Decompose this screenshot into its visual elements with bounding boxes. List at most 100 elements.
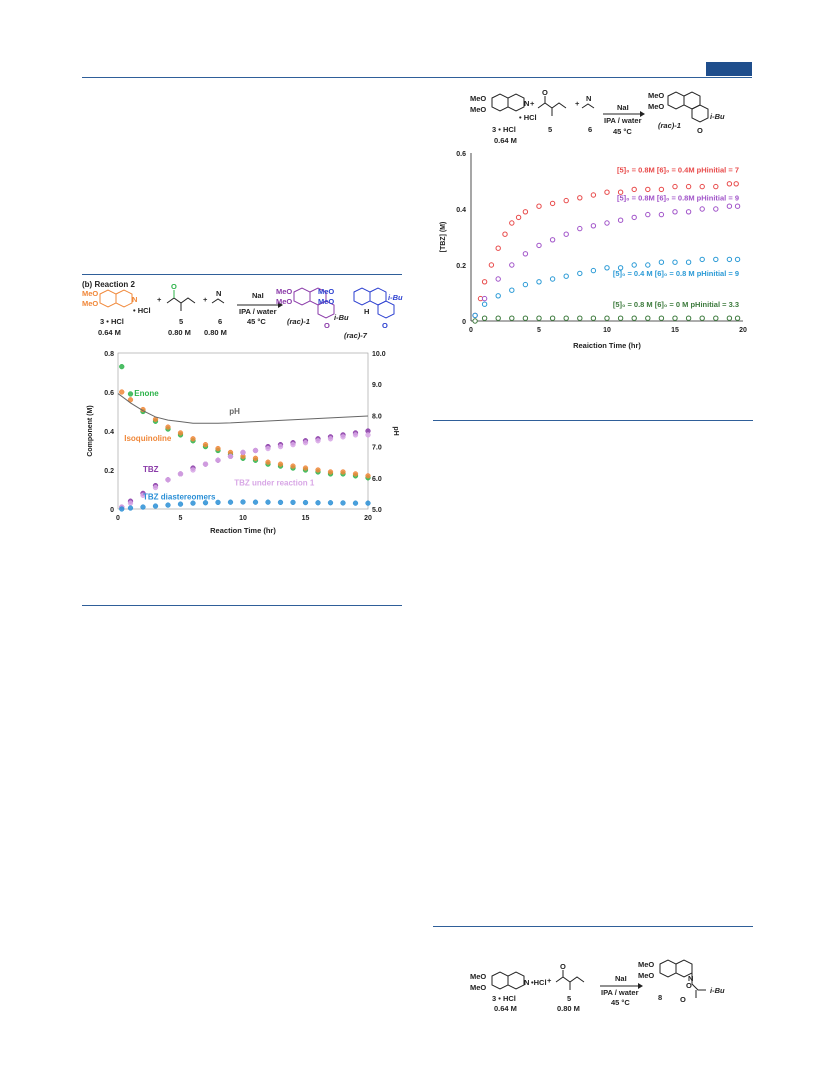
right-chart-xtick-label: 0	[469, 327, 473, 334]
left-chart-point	[352, 471, 359, 477]
left-chart-point	[277, 443, 284, 450]
right-chart-point	[713, 315, 719, 321]
bottom-r2-o: O	[560, 962, 566, 971]
right-chart-ytick-label: 0.4	[456, 207, 466, 214]
left-chart-point	[327, 436, 334, 442]
left-temp: 45 °C	[247, 317, 266, 326]
right-r2-o: O	[542, 88, 548, 97]
right-chart-point	[563, 273, 569, 279]
left-chart-point	[127, 500, 134, 506]
left-chart-point	[227, 453, 234, 459]
bottom-r1-meo-bottom: MeO	[470, 983, 486, 992]
left-chart-point	[140, 504, 146, 510]
left-chart-point	[340, 434, 346, 440]
right-chart-point	[685, 183, 692, 190]
right-r1-n: N	[524, 99, 529, 108]
svg-text:+: +	[530, 99, 535, 108]
right-chart-annotation: [5]₀ = 0.8M [6]₀ = 0.4M pHinitial = 7	[617, 166, 739, 175]
left-chart-y2tick-label: 8.0	[372, 413, 382, 420]
left-chart-point	[352, 432, 359, 438]
right-chart-point	[617, 189, 624, 195]
right-chart-point	[672, 315, 678, 321]
left-chart-ytick-label: 0	[110, 507, 114, 514]
left-r3-conc: 0.80 M	[204, 328, 227, 337]
right-chart-point	[472, 312, 478, 319]
bottom-r1-hcl: •HCl	[531, 978, 547, 987]
left-chart-point	[365, 432, 371, 438]
left-chart-point	[265, 459, 271, 465]
left-chart-annotation: pH	[229, 407, 240, 416]
right-chart-point	[699, 183, 705, 190]
left-chart-point	[119, 506, 125, 512]
left-chart-point	[240, 499, 246, 505]
bottom-reaction-scheme: MeO MeO N •HCl 3 • HCl 0.64 M + O 5 0.80…	[470, 959, 725, 1013]
bottom-r2-label: 5	[567, 994, 571, 1003]
left-chart-point	[290, 463, 296, 469]
left-chart-point	[177, 501, 184, 507]
left-chart-point	[140, 492, 146, 499]
left-p2-meo-bottom: MeO	[318, 297, 334, 306]
right-chart-point	[577, 195, 583, 201]
right-chart-point	[672, 209, 678, 215]
left-chart-point	[340, 469, 346, 475]
right-p-label: (rac)-1	[658, 121, 681, 130]
left-p2-o: O	[382, 321, 388, 330]
left-chart-point	[290, 442, 296, 448]
left-chart-point	[327, 500, 334, 506]
bottom-p-o-top: O	[686, 981, 692, 990]
right-chart-point	[481, 301, 488, 307]
left-chart-y2tick-label: 10.0	[372, 351, 386, 358]
right-chart-point	[685, 315, 692, 321]
right-solvent: IPA / water	[604, 116, 642, 125]
right-rule-1	[433, 420, 753, 421]
left-chart-point	[365, 473, 371, 479]
right-chart-point	[604, 189, 610, 195]
right-chart-point	[726, 181, 733, 187]
left-chart-point	[352, 500, 359, 506]
right-chart-point	[495, 315, 501, 321]
right-chart: 0 5 10 15 20 0 0.2 0.4 0.6 Reaiction Time (hr) [TB…	[440, 151, 747, 350]
left-p2-ibu: i-Bu	[388, 293, 403, 302]
right-chart-point	[726, 203, 733, 209]
left-chart-point	[252, 499, 259, 505]
right-chart-point	[577, 315, 583, 321]
bottom-r2-conc: 0.80 M	[557, 1004, 580, 1013]
right-chart-point	[734, 203, 741, 209]
left-r3-label: 6	[218, 317, 222, 326]
right-p-ibu: i-Bu	[710, 112, 725, 121]
left-chart-point	[327, 469, 334, 475]
left-p1-o: O	[324, 321, 330, 330]
left-chart-point	[190, 467, 196, 473]
left-p2-label: (rac)-7	[344, 331, 368, 340]
left-chart-ytick-label: 0.4	[104, 429, 114, 436]
right-chart-point	[536, 242, 542, 249]
left-chart-xtick-label: 0	[116, 515, 120, 522]
right-chart-point	[549, 276, 556, 282]
left-reaction-scheme: (b) Reaction 2 MeO MeO N • HCl 3 • HCl 0…	[82, 280, 403, 340]
left-r1-n: N	[132, 295, 137, 304]
right-chart-point	[645, 315, 651, 321]
right-p-meo-bottom: MeO	[648, 102, 664, 111]
left-chart-point	[165, 502, 171, 508]
right-temp: 45 °C	[613, 127, 632, 136]
bottom-p-o: O	[680, 995, 686, 1004]
left-chart-ytick-label: 0.2	[104, 468, 114, 475]
right-chart-point	[577, 270, 583, 277]
left-r1-hcl: • HCl	[133, 306, 151, 315]
left-chart-annotation: TBZ under reaction 1	[234, 479, 315, 488]
left-chart-point	[302, 440, 309, 446]
right-chart-point	[481, 295, 488, 302]
right-chart-xtick-label: 15	[671, 327, 679, 334]
left-chart-ylabel: Component (M)	[87, 405, 94, 456]
left-chart-point	[265, 445, 271, 452]
right-chart-xtick-label: 10	[603, 327, 611, 334]
right-r3-n: N	[586, 94, 591, 103]
right-chart-point	[699, 315, 705, 321]
right-chart-point	[590, 315, 597, 321]
left-chart-point	[190, 500, 196, 506]
left-figure-bottom-rule	[82, 605, 402, 606]
left-chart-point	[302, 465, 309, 471]
left-chart-point	[290, 499, 296, 506]
left-chart-point	[215, 499, 221, 506]
right-chart-point	[617, 217, 624, 223]
